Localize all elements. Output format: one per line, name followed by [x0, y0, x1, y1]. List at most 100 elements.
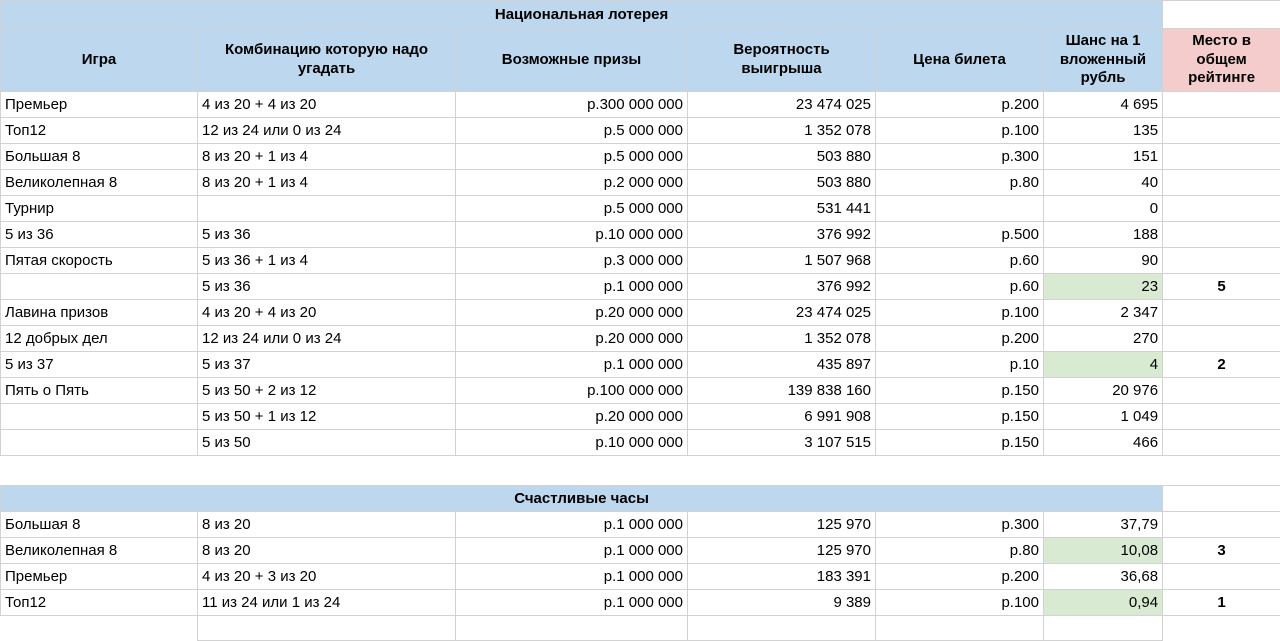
cell-rating-place[interactable]	[1163, 378, 1280, 404]
cell-ticket-price[interactable]: р.300	[876, 144, 1044, 170]
cell-chance[interactable]: 23	[1044, 274, 1163, 300]
cell-ticket-price[interactable]: р.60	[876, 248, 1044, 274]
cell-rating-place[interactable]	[1163, 170, 1280, 196]
cell-game[interactable]	[1, 430, 198, 456]
column-header-chance-per-ruble[interactable]: Шанс на 1 вложенный рубль	[1044, 29, 1163, 92]
cell-prize[interactable]: р.1 000 000	[456, 512, 688, 538]
cell-combination[interactable]: 5 из 36	[198, 222, 456, 248]
cell-ticket-price[interactable]: р.100	[876, 590, 1044, 616]
cell-chance[interactable]: 466	[1044, 430, 1163, 456]
cell-rating-place[interactable]	[1163, 564, 1280, 590]
cell-probability[interactable]: 435 897	[688, 352, 876, 378]
cell-ticket-price[interactable]: р.60	[876, 274, 1044, 300]
cell-game[interactable]: Великолепная 8	[1, 170, 198, 196]
cell-ticket-price[interactable]	[876, 196, 1044, 222]
column-header-game[interactable]: Игра	[1, 29, 198, 92]
cell-ticket-price[interactable]: р.150	[876, 378, 1044, 404]
cell-combination[interactable]: 11 из 24 или 1 из 24	[198, 590, 456, 616]
cell-ticket-price[interactable]: р.10	[876, 352, 1044, 378]
cell-chance[interactable]: 2 347	[1044, 300, 1163, 326]
cell-probability[interactable]: 1 352 078	[688, 118, 876, 144]
cell-prize[interactable]: р.10 000 000	[456, 430, 688, 456]
cell-prize[interactable]: р.20 000 000	[456, 326, 688, 352]
cell-ticket-price[interactable]: р.150	[876, 404, 1044, 430]
cell-rating-place[interactable]	[1163, 92, 1280, 118]
cell-probability[interactable]: 1 507 968	[688, 248, 876, 274]
cell-rating-place[interactable]: 5	[1163, 274, 1280, 300]
cell-rating-place[interactable]	[1163, 404, 1280, 430]
column-header-probability[interactable]: Вероятность выигрыша	[688, 29, 876, 92]
cell-combination[interactable]: 5 из 37	[198, 352, 456, 378]
cell-game[interactable]: 5 из 36	[1, 222, 198, 248]
cell-game[interactable]: Топ12	[1, 590, 198, 616]
cell-rating-place[interactable]: 1	[1163, 590, 1280, 616]
cell-empty[interactable]	[1044, 616, 1163, 641]
cell-prize[interactable]: р.20 000 000	[456, 300, 688, 326]
cell-empty[interactable]	[198, 616, 456, 641]
cell-chance[interactable]: 10,08	[1044, 538, 1163, 564]
cell-probability[interactable]: 503 880	[688, 170, 876, 196]
cell-prize[interactable]: р.5 000 000	[456, 196, 688, 222]
cell-probability[interactable]: 1 352 078	[688, 326, 876, 352]
cell-rating-place[interactable]	[1163, 326, 1280, 352]
cell-chance[interactable]: 4 695	[1044, 92, 1163, 118]
cell-ticket-price[interactable]: р.100	[876, 300, 1044, 326]
cell-chance[interactable]: 36,68	[1044, 564, 1163, 590]
cell-probability[interactable]: 376 992	[688, 222, 876, 248]
cell-ticket-price[interactable]: р.200	[876, 92, 1044, 118]
cell-game[interactable]: Турнир	[1, 196, 198, 222]
cell-chance[interactable]: 40	[1044, 170, 1163, 196]
cell-probability[interactable]: 23 474 025	[688, 300, 876, 326]
cell-prize[interactable]: р.300 000 000	[456, 92, 688, 118]
cell-combination[interactable]: 8 из 20 + 1 из 4	[198, 144, 456, 170]
column-header-prizes[interactable]: Возможные призы	[456, 29, 688, 92]
cell-combination[interactable]: 4 из 20 + 4 из 20	[198, 300, 456, 326]
cell-chance[interactable]: 188	[1044, 222, 1163, 248]
cell-probability[interactable]: 183 391	[688, 564, 876, 590]
cell-ticket-price[interactable]: р.80	[876, 170, 1044, 196]
cell-rating-place[interactable]	[1163, 118, 1280, 144]
cell-combination[interactable]: 5 из 50	[198, 430, 456, 456]
cell-chance[interactable]: 20 976	[1044, 378, 1163, 404]
column-header-combination[interactable]: Комбинацию которую надо угадать	[198, 29, 456, 92]
section-title[interactable]: Счастливые часы	[1, 486, 1163, 512]
cell-game[interactable]	[1, 274, 198, 300]
cell-ticket-price[interactable]: р.150	[876, 430, 1044, 456]
cell-probability[interactable]: 3 107 515	[688, 430, 876, 456]
cell-chance[interactable]: 0	[1044, 196, 1163, 222]
cell-combination[interactable]: 5 из 36	[198, 274, 456, 300]
cell-probability[interactable]: 376 992	[688, 274, 876, 300]
cell-probability[interactable]: 125 970	[688, 512, 876, 538]
cell-rating-place[interactable]	[1163, 300, 1280, 326]
cell-chance[interactable]: 90	[1044, 248, 1163, 274]
cell-ticket-price[interactable]: р.200	[876, 564, 1044, 590]
cell-game[interactable]: 12 добрых дел	[1, 326, 198, 352]
cell-chance[interactable]: 135	[1044, 118, 1163, 144]
cell-chance[interactable]: 1 049	[1044, 404, 1163, 430]
cell-empty[interactable]	[876, 616, 1044, 641]
cell-empty[interactable]	[456, 616, 688, 641]
cell-combination[interactable]: 5 из 50 + 1 из 12	[198, 404, 456, 430]
cell-empty[interactable]	[688, 616, 876, 641]
cell-probability[interactable]: 23 474 025	[688, 92, 876, 118]
cell-prize[interactable]: р.2 000 000	[456, 170, 688, 196]
cell-chance[interactable]: 151	[1044, 144, 1163, 170]
cell-prize[interactable]: р.1 000 000	[456, 538, 688, 564]
cell-chance[interactable]: 270	[1044, 326, 1163, 352]
cell-combination[interactable]: 8 из 20 + 1 из 4	[198, 170, 456, 196]
cell-rating-place[interactable]	[1163, 512, 1280, 538]
cell-prize[interactable]: р.10 000 000	[456, 222, 688, 248]
cell-chance[interactable]: 37,79	[1044, 512, 1163, 538]
cell-rating-place[interactable]	[1163, 222, 1280, 248]
cell-probability[interactable]: 6 991 908	[688, 404, 876, 430]
cell-combination[interactable]: 8 из 20	[198, 538, 456, 564]
cell-combination[interactable]: 5 из 36 + 1 из 4	[198, 248, 456, 274]
cell-rating-place[interactable]	[1163, 196, 1280, 222]
cell-rating-place[interactable]	[1163, 430, 1280, 456]
cell-prize[interactable]: р.1 000 000	[456, 590, 688, 616]
cell-game[interactable]: Пятая скорость	[1, 248, 198, 274]
cell-game[interactable]: Большая 8	[1, 144, 198, 170]
cell-game[interactable]: Пять о Пять	[1, 378, 198, 404]
cell-rating-place[interactable]	[1163, 248, 1280, 274]
cell-probability[interactable]: 139 838 160	[688, 378, 876, 404]
